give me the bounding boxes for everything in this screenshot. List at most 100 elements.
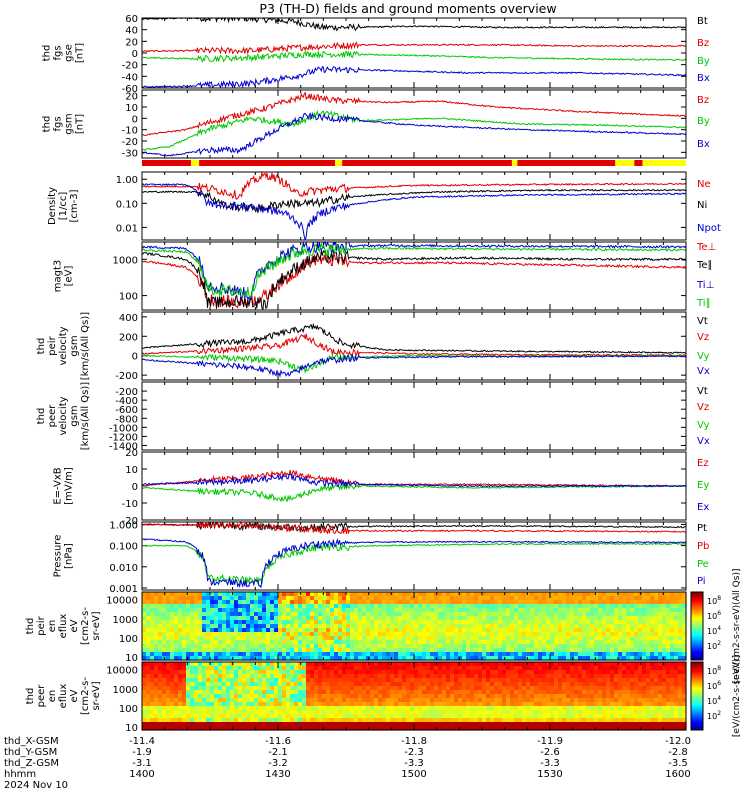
- colorbar-tick-label: 104: [707, 695, 721, 706]
- ylabel-line: [cm2-s-: [80, 607, 91, 645]
- y-tick-label: 1.000: [109, 520, 138, 531]
- x-tick-z_gsm: -3.3: [404, 758, 424, 769]
- ylabel-line: [mV/m]: [64, 467, 75, 505]
- mode-segment-yellow: [512, 160, 517, 166]
- series-line-blue: [142, 539, 686, 587]
- legend-label: Vx: [697, 366, 710, 377]
- y-tick-label: 0.001: [109, 584, 138, 595]
- legend-label: Ni: [697, 200, 707, 211]
- mode-segment-red: [142, 160, 191, 166]
- series-line-green: [142, 543, 686, 584]
- y-tick-label: 10: [125, 103, 138, 114]
- y-tick-label: -40: [122, 72, 138, 83]
- y-tick-label: 200: [119, 332, 138, 343]
- heatmap-cells: [142, 592, 687, 661]
- x-tick-x_gsm: -11.8: [401, 736, 427, 747]
- y-tick-label: 20: [125, 92, 138, 103]
- y-tick-label: 0.010: [109, 563, 138, 574]
- x-tick-y_gsm: -2.6: [540, 747, 560, 758]
- mode-segment-yellow: [191, 160, 199, 166]
- mode-segment-yellow: [335, 160, 342, 166]
- series-group: [142, 173, 686, 240]
- y-tick-label: -30: [122, 148, 138, 159]
- y-tick-label: 10: [125, 653, 138, 664]
- ylabel-line: eflux: [58, 684, 69, 709]
- panel-frame: [142, 242, 686, 310]
- y-tick-label: 10000: [106, 596, 138, 607]
- panel-frame: [142, 382, 686, 450]
- x-tick-x_gsm: -11.4: [129, 736, 155, 747]
- colorbar-tick-label: 102: [707, 710, 721, 721]
- ylabel-line: thd: [36, 338, 47, 355]
- legend-label: Vy: [697, 420, 710, 431]
- ylabel-line: thd: [25, 688, 36, 705]
- colorbar-tick-label: 106: [707, 680, 721, 691]
- series-line-blue: [142, 184, 686, 240]
- y-tick-label: -10: [122, 126, 138, 137]
- ylabel-line: en: [47, 620, 58, 633]
- x-tick-y_gsm: -1.9: [132, 747, 152, 758]
- mode-segment-red: [517, 160, 615, 166]
- legend-label: Pi: [697, 576, 706, 587]
- legend-label: Vz: [697, 402, 709, 413]
- x-tick-z_gsm: -3.3: [540, 758, 560, 769]
- ylabel-line: E=-VxB: [53, 467, 64, 504]
- colorbar-tick-label: 102: [707, 640, 721, 651]
- ylabel-line: Pressure: [53, 535, 64, 578]
- x-row-label: thd_X-GSM: [4, 736, 59, 747]
- mode-bar: [142, 160, 686, 166]
- legend-label: Ne: [697, 179, 711, 190]
- x-tick-y_gsm: -2.8: [668, 747, 688, 758]
- legend-label: Bt: [697, 16, 708, 27]
- mode-segment-red: [342, 160, 512, 166]
- mode-segment-yellow: [615, 160, 634, 166]
- ylabel-line: [eV]: [64, 266, 75, 287]
- mode-segment-yellow: [667, 160, 686, 166]
- ylabel-line: sr-eV]: [91, 681, 102, 710]
- legend-label: Npot: [697, 223, 721, 234]
- panel-frame: [142, 312, 686, 380]
- colorbar-tick-label: 108: [707, 595, 721, 606]
- legend-label: Vz: [697, 332, 709, 343]
- ylabel-line: fgs: [53, 116, 64, 131]
- ylabel-line: thd: [42, 45, 53, 62]
- x-tick-hhmm: 1600: [665, 769, 690, 780]
- ylabel-line: eV: [69, 619, 80, 632]
- legend-label: Ex: [697, 502, 709, 513]
- ylabel-line: gse: [64, 44, 75, 62]
- ylabel-line: [km/s(All Qs)]: [80, 312, 91, 380]
- y-tick-label: 0: [132, 482, 138, 493]
- ylabel-line: peer: [47, 404, 58, 428]
- x-tick-x_gsm: -11.9: [537, 736, 563, 747]
- legend-label: Ti⊥: [696, 280, 714, 291]
- y-tick-label: -200: [115, 371, 138, 382]
- legend-label: Ez: [697, 458, 709, 469]
- y-tick-label: 1.00: [116, 175, 138, 186]
- legend-label: Te⊥: [696, 242, 716, 253]
- ylabel-line: thd: [36, 408, 47, 425]
- y-tick-label: 100: [119, 634, 138, 645]
- ylabel-line: [cm2-s-: [80, 677, 91, 715]
- y-tick-label: 100: [119, 704, 138, 715]
- figure-title: P3 (TH-D) fields and ground moments over…: [259, 1, 556, 16]
- y-tick-label: 40: [125, 26, 138, 37]
- legend-label: Vt: [697, 316, 708, 327]
- ylabel-line: en: [47, 690, 58, 703]
- ylabel-line: velocity: [58, 396, 69, 435]
- panel-pressure: Pressure[nPa]1.0000.1000.0100.001PtPbPeP…: [53, 520, 710, 595]
- y-tick-label: 0: [132, 49, 138, 60]
- series-group: [142, 240, 686, 309]
- x-tick-z_gsm: -3.5: [668, 758, 688, 769]
- colorbar-tick-label: 108: [707, 665, 721, 676]
- ylabel-line: thd: [25, 618, 36, 635]
- x-row-label: thd_Y-GSM: [4, 747, 57, 758]
- colorbar-tick-label: 104: [707, 625, 721, 636]
- y-tick-label: 10: [125, 723, 138, 734]
- ylabel-line: [nT]: [75, 114, 86, 134]
- series-group: [142, 15, 686, 87]
